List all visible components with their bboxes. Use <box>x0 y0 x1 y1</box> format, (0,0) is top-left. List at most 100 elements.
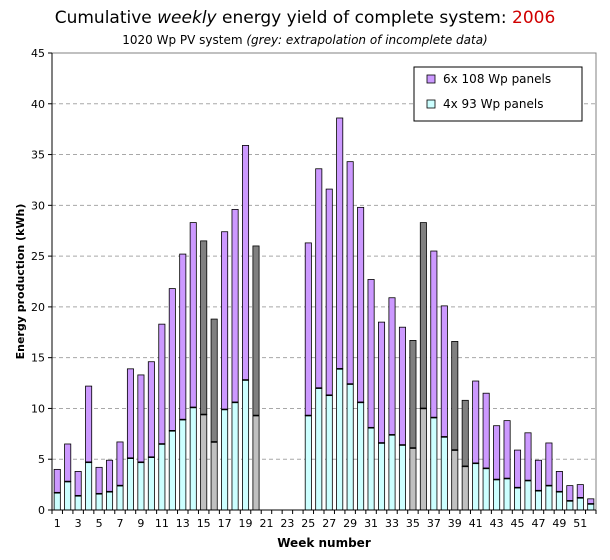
bar-segment-upper-week-37 <box>430 250 438 418</box>
bar-segment-upper-week-15 <box>200 240 208 415</box>
y-tick-label: 25 <box>31 250 45 263</box>
bar-segment-upper-week-25 <box>304 242 312 416</box>
bar-segment-lower-week-46 <box>524 480 532 511</box>
bar-segment-lower-week-6 <box>106 491 114 511</box>
bar-segment-upper-week-43 <box>493 425 501 480</box>
bar-segment-upper-week-13 <box>179 253 187 421</box>
y-tick-label: 10 <box>31 402 45 415</box>
bar-segment-upper-week-45 <box>514 449 522 489</box>
bar-segment-lower-week-29 <box>346 383 354 511</box>
bar-segment-lower-week-47 <box>534 490 542 511</box>
bar-segment-upper-week-42 <box>482 392 490 469</box>
bar-segment-lower-week-12 <box>168 430 176 511</box>
bar-segment-lower-week-11 <box>158 443 166 511</box>
bar-segment-lower-week-19 <box>242 379 250 511</box>
x-tick-label: 9 <box>137 517 144 530</box>
bar-segment-upper-week-18 <box>231 208 239 403</box>
legend-item-6x108-label: 6x 108 Wp panels <box>443 72 551 86</box>
bar-segment-lower-week-25 <box>304 415 312 511</box>
y-tick-label: 15 <box>31 352 45 365</box>
bar-segment-lower-week-43 <box>493 479 501 511</box>
y-tick-label: 35 <box>31 149 45 162</box>
bar-segment-upper-week-49 <box>555 471 563 493</box>
bar-segment-upper-week-27 <box>325 188 333 396</box>
bar-segment-lower-week-32 <box>378 442 386 511</box>
x-tick-label: 1 <box>54 517 61 530</box>
bar-segment-lower-week-15 <box>200 414 208 511</box>
bar-segment-upper-week-4 <box>85 385 93 463</box>
bar-segment-upper-week-16 <box>210 318 218 443</box>
x-tick-label: 21 <box>259 517 273 530</box>
x-tick-label: 43 <box>490 517 504 530</box>
bar-segment-upper-week-48 <box>545 442 553 487</box>
x-tick-label: 35 <box>406 517 420 530</box>
bar-segment-lower-week-40 <box>461 465 469 511</box>
x-tick-label: 29 <box>343 517 357 530</box>
x-tick-label: 25 <box>301 517 315 530</box>
bar-segment-upper-week-40 <box>461 399 469 467</box>
chart-title-part2: energy yield of complete system: <box>216 8 513 28</box>
x-tick-label: 11 <box>155 517 169 530</box>
bar-segment-lower-week-52 <box>587 503 595 511</box>
bar-segment-lower-week-3 <box>74 495 82 511</box>
bar-segment-lower-week-4 <box>85 461 93 511</box>
bar-segment-lower-week-8 <box>126 457 134 511</box>
y-tick-label: 0 <box>38 504 45 517</box>
bar-segment-upper-week-7 <box>116 441 124 487</box>
x-tick-label: 51 <box>573 517 587 530</box>
bar-segment-upper-week-33 <box>388 297 396 436</box>
bar-segment-lower-week-1 <box>53 492 61 511</box>
x-tick-label: 33 <box>385 517 399 530</box>
chart-title: Cumulative weekly energy yield of comple… <box>0 8 610 28</box>
legend-item-4x93-label: 4x 93 Wp panels <box>443 97 543 111</box>
bar-segment-upper-week-30 <box>357 206 365 403</box>
bar-segment-lower-week-51 <box>576 497 584 511</box>
bar-segment-upper-week-31 <box>367 279 375 429</box>
bar-segment-upper-week-3 <box>74 471 82 497</box>
legend: 6x 108 Wp panels 4x 93 Wp panels <box>413 66 583 122</box>
bar-segment-upper-week-5 <box>95 466 103 495</box>
y-tick-label: 20 <box>31 301 45 314</box>
x-tick-label: 45 <box>511 517 525 530</box>
chart-title-emphasis: weekly <box>157 8 217 28</box>
bar-segment-lower-week-7 <box>116 485 124 511</box>
x-tick-label: 17 <box>218 517 232 530</box>
bar-segment-upper-week-8 <box>126 368 134 459</box>
bar-segment-upper-week-51 <box>576 484 584 499</box>
bar-segment-lower-week-48 <box>545 485 553 511</box>
x-tick-label: 47 <box>531 517 545 530</box>
bar-segment-upper-week-19 <box>242 145 250 381</box>
legend-box <box>413 66 583 122</box>
bar-segment-upper-week-34 <box>398 326 406 446</box>
chart-title-year: 2006 <box>512 8 556 28</box>
bar-segment-upper-week-12 <box>168 288 176 432</box>
bar-segment-lower-week-50 <box>566 500 574 511</box>
bar-segment-upper-week-36 <box>419 222 427 409</box>
bar-segment-upper-week-39 <box>451 341 459 451</box>
bar-segment-upper-week-6 <box>106 459 114 493</box>
bar-segment-lower-week-34 <box>398 444 406 511</box>
bar-segment-lower-week-36 <box>419 408 427 511</box>
bars <box>53 117 595 511</box>
y-tick-label: 5 <box>38 453 45 466</box>
bar-segment-lower-week-38 <box>440 436 448 511</box>
bar-segment-lower-week-28 <box>336 368 344 511</box>
bar-segment-lower-week-31 <box>367 427 375 511</box>
bar-segment-upper-week-14 <box>189 222 197 408</box>
bar-segment-lower-week-45 <box>514 487 522 511</box>
x-tick-label: 3 <box>75 517 82 530</box>
x-tick-label: 13 <box>176 517 190 530</box>
bar-segment-upper-week-20 <box>252 245 260 416</box>
bar-segment-upper-week-28 <box>336 117 344 370</box>
x-tick-label: 19 <box>239 517 253 530</box>
bar-segment-upper-week-29 <box>346 161 354 385</box>
bar-segment-lower-week-35 <box>409 447 417 511</box>
chart-subtitle: 1020 Wp PV system (grey: extrapolation o… <box>0 33 610 47</box>
x-axis-title: Week number <box>277 536 371 550</box>
x-tick-label: 49 <box>552 517 566 530</box>
x-tick-label: 7 <box>117 517 124 530</box>
x-tick-label: 27 <box>322 517 336 530</box>
bar-segment-upper-week-9 <box>137 374 145 463</box>
bar-segment-upper-week-44 <box>503 420 511 479</box>
